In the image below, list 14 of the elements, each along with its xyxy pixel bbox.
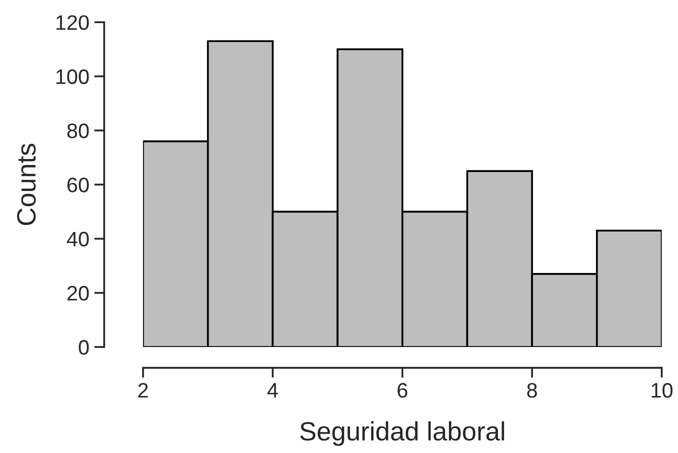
x-axis-title: Seguridad laboral [300,421,504,446]
y-tick-label: 60 [67,178,89,192]
y-axis-title: Counts [17,144,36,226]
y-tick-label: 120 [56,15,89,30]
x-tick-label: 2 [138,382,148,398]
y-tick-label: 40 [66,232,89,246]
y-tick-label: 100 [56,69,89,84]
y-tick-label: 80 [67,123,89,138]
x-tick-label: 10 [652,382,672,398]
y-tick-label: 0 [78,340,89,355]
x-tick-label: 6 [398,382,408,398]
x-tick-label: 8 [527,382,537,398]
x-tick-label: 4 [267,383,278,398]
y-tick-label: 20 [67,286,89,301]
